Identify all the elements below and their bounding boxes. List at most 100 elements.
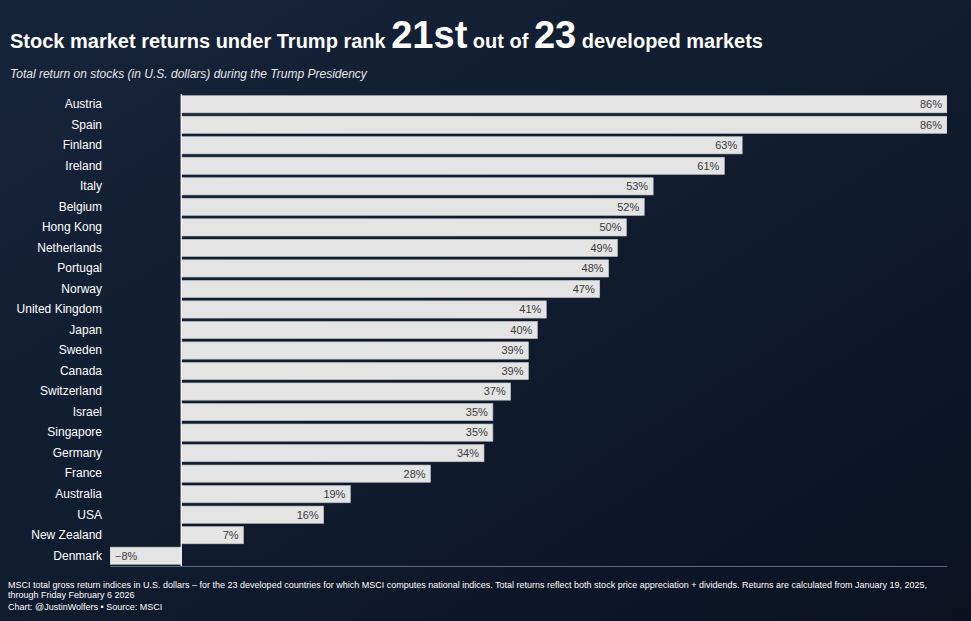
bar <box>181 137 742 154</box>
data-label: 41% <box>519 303 541 315</box>
category-label: Singapore <box>47 425 102 439</box>
data-label: 47% <box>573 283 595 295</box>
category-label: Switzerland <box>40 384 102 398</box>
bar <box>181 465 430 482</box>
bar <box>181 280 599 297</box>
category-label: Israel <box>73 405 102 419</box>
bar <box>181 301 546 318</box>
tick: Finland <box>63 138 108 152</box>
tick: Netherlands <box>37 241 108 255</box>
data-label: 63% <box>715 139 737 151</box>
y-axis: AustriaSpainFinlandIrelandItalyBelgiumHo… <box>17 95 109 567</box>
category-label: Japan <box>69 323 102 337</box>
category-label: Austria <box>65 97 103 111</box>
category-label: Sweden <box>59 343 102 357</box>
tick: Israel <box>73 405 108 419</box>
tick: USA <box>77 508 108 522</box>
bar <box>181 219 626 236</box>
data-label: 35% <box>466 426 488 438</box>
category-label: Finland <box>63 138 102 152</box>
category-label: Norway <box>61 282 102 296</box>
background <box>0 0 971 621</box>
bar <box>181 486 350 503</box>
data-label: 86% <box>920 98 942 110</box>
category-label: Italy <box>80 179 102 193</box>
data-label: 61% <box>697 160 719 172</box>
category-label: Spain <box>71 118 102 132</box>
data-label: 39% <box>501 344 523 356</box>
data-label: 7% <box>223 529 239 541</box>
category-label: Canada <box>60 364 102 378</box>
tick: Ireland <box>65 159 108 173</box>
bar <box>181 506 323 523</box>
bar <box>181 116 947 133</box>
bar <box>181 527 243 544</box>
tick: Germany <box>53 446 108 460</box>
data-label: 48% <box>582 262 604 274</box>
category-label: Belgium <box>59 200 102 214</box>
category-label: Portugal <box>57 261 102 275</box>
tick: Belgium <box>59 200 108 214</box>
y-axis-line <box>108 95 109 567</box>
tick: United Kingdom <box>17 302 108 316</box>
data-label: 34% <box>457 447 479 459</box>
data-label: −8% <box>115 550 138 562</box>
bar <box>181 157 724 174</box>
tick: New Zealand <box>31 528 108 542</box>
category-label: United Kingdom <box>17 302 102 316</box>
data-label: 49% <box>591 242 613 254</box>
tick: Austria <box>65 97 108 111</box>
category-label: New Zealand <box>31 528 102 542</box>
bar <box>181 342 528 359</box>
x-axis-line <box>111 566 948 567</box>
tick: Sweden <box>59 343 108 357</box>
tick: Denmark <box>53 549 108 563</box>
data-label: 86% <box>920 119 942 131</box>
data-label: 52% <box>617 201 639 213</box>
bar <box>181 424 493 441</box>
data-label: 16% <box>297 509 319 521</box>
title: Stock market returns under Trump rank 21… <box>10 14 763 56</box>
data-label: 40% <box>510 324 532 336</box>
data-label: 39% <box>501 365 523 377</box>
zero-line <box>181 94 182 566</box>
data-label: 50% <box>599 221 621 233</box>
footnote: MSCI total gross return indices in U.S. … <box>8 580 927 600</box>
chart: Stock market returns under Trump rank 21… <box>0 0 971 621</box>
tick: Portugal <box>57 261 108 275</box>
data-label: 53% <box>626 180 648 192</box>
bar <box>181 403 493 420</box>
tick: Australia <box>55 487 108 501</box>
category-label: France <box>65 466 103 480</box>
category-label: Ireland <box>65 159 102 173</box>
bar <box>181 362 528 379</box>
zero-lines <box>181 94 182 566</box>
bar <box>181 260 608 277</box>
bar <box>181 383 510 400</box>
category-label: USA <box>77 508 102 522</box>
tick: Spain <box>71 118 108 132</box>
bar <box>181 239 617 256</box>
data-label: 37% <box>484 385 506 397</box>
bars <box>110 96 947 565</box>
subtitle: Total return on stocks (in U.S. dollars)… <box>10 67 368 81</box>
tick: Italy <box>80 179 108 193</box>
credit: Chart: @JustinWolfers • Source: MSCI <box>8 602 162 612</box>
tick: Norway <box>61 282 108 296</box>
bar <box>181 445 484 462</box>
bar <box>181 96 947 113</box>
bar <box>181 321 537 338</box>
tick: Canada <box>60 364 108 378</box>
category-label: Netherlands <box>37 241 102 255</box>
tick: Japan <box>69 323 108 337</box>
data-labels: 86% 86% 63% 61% 53% 52% 50% 49% 48% 47% 41% 40% 39% 3… <box>115 98 942 561</box>
tick: Singapore <box>47 425 108 439</box>
tick: Switzerland <box>40 384 108 398</box>
category-label: Denmark <box>53 549 103 563</box>
bar <box>110 547 181 564</box>
bar <box>181 178 653 195</box>
data-label: 35% <box>466 406 488 418</box>
data-label: 28% <box>404 468 426 480</box>
category-label: Germany <box>53 446 102 460</box>
x-axis <box>111 566 948 567</box>
